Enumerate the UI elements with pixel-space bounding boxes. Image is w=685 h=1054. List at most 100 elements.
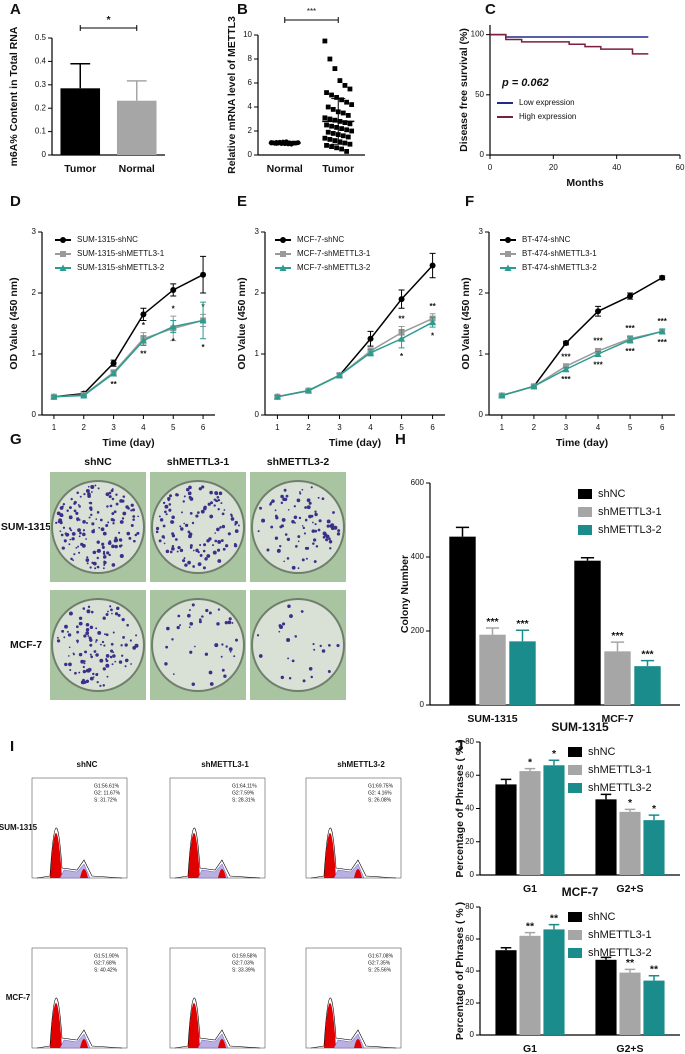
panel-label: G bbox=[10, 431, 22, 448]
y-tick-label: 0.5 bbox=[35, 33, 47, 42]
error-bar bbox=[524, 767, 536, 772]
marker bbox=[347, 141, 353, 147]
column-label: shNC bbox=[84, 456, 112, 468]
colony bbox=[313, 648, 316, 651]
x-tick-label: 2 bbox=[82, 423, 87, 432]
colony bbox=[105, 524, 109, 528]
colony bbox=[64, 662, 68, 667]
colony bbox=[200, 509, 205, 514]
colony bbox=[291, 659, 295, 663]
colony bbox=[100, 527, 105, 532]
series-line bbox=[53, 319, 204, 398]
significance: * bbox=[400, 352, 404, 361]
colony bbox=[60, 533, 64, 537]
marker bbox=[342, 83, 348, 88]
colony bbox=[176, 625, 180, 630]
legend-label: shMETTL3-2 bbox=[588, 947, 652, 959]
x-tick-label: 5 bbox=[399, 423, 404, 432]
x-tick-label: 5 bbox=[171, 423, 176, 432]
colony bbox=[71, 531, 76, 536]
colony bbox=[328, 540, 333, 544]
error-bar bbox=[580, 556, 595, 561]
legend-swatch bbox=[568, 747, 582, 757]
colony bbox=[103, 560, 106, 563]
y-tick-label: 3 bbox=[479, 227, 484, 236]
x-tick-label: 1 bbox=[52, 423, 57, 432]
error-bar bbox=[485, 627, 500, 635]
colony bbox=[61, 505, 64, 508]
colony bbox=[109, 605, 112, 608]
marker bbox=[280, 251, 286, 257]
colony bbox=[130, 509, 133, 512]
colony bbox=[206, 554, 211, 558]
colony bbox=[69, 668, 72, 671]
colony bbox=[102, 567, 105, 570]
colony bbox=[92, 561, 97, 566]
colony bbox=[96, 548, 101, 553]
colony bbox=[215, 492, 218, 496]
colony bbox=[181, 511, 183, 514]
hist-outline bbox=[36, 997, 123, 1049]
colony bbox=[187, 613, 191, 618]
colony bbox=[66, 630, 69, 633]
colony bbox=[256, 634, 260, 637]
series-line bbox=[277, 265, 434, 398]
colony bbox=[96, 681, 99, 684]
colony bbox=[89, 638, 93, 642]
y-tick-label: 0.1 bbox=[35, 127, 47, 136]
colony bbox=[326, 524, 330, 528]
colony bbox=[85, 627, 90, 632]
colony bbox=[217, 608, 221, 611]
colony bbox=[87, 492, 91, 496]
colony bbox=[118, 660, 123, 664]
colony bbox=[83, 660, 86, 663]
colony bbox=[289, 614, 293, 618]
colony bbox=[225, 645, 228, 648]
colony bbox=[221, 524, 226, 529]
y-tick-label: 20 bbox=[465, 998, 474, 1007]
colony bbox=[101, 640, 105, 644]
bar bbox=[116, 100, 157, 155]
colony bbox=[235, 638, 238, 642]
phase-stat: S: 31.72% bbox=[94, 797, 118, 803]
colony bbox=[83, 662, 86, 665]
marker bbox=[367, 335, 374, 342]
colony bbox=[70, 557, 73, 561]
g1-peak bbox=[50, 833, 62, 878]
marker bbox=[330, 131, 336, 136]
colony bbox=[122, 635, 125, 639]
panel-label: I bbox=[10, 738, 14, 755]
legend-swatch bbox=[568, 783, 582, 793]
colony bbox=[199, 553, 203, 557]
colony bbox=[298, 516, 302, 520]
x-tick-label: 2 bbox=[306, 423, 311, 432]
colony bbox=[209, 490, 213, 495]
colony bbox=[179, 624, 182, 627]
colony bbox=[314, 512, 318, 517]
y-tick-label: 0.4 bbox=[35, 57, 47, 66]
colony bbox=[314, 510, 317, 513]
legend-label: BT-474-shMETTL3-2 bbox=[522, 263, 597, 272]
series-line bbox=[501, 330, 663, 397]
colony bbox=[130, 663, 132, 665]
colony bbox=[76, 630, 80, 634]
colony bbox=[72, 653, 75, 656]
x-axis-label: Months bbox=[566, 177, 603, 189]
marker bbox=[334, 95, 339, 100]
marker bbox=[347, 86, 353, 92]
colony bbox=[84, 650, 88, 654]
colony bbox=[132, 515, 136, 518]
colony bbox=[183, 522, 186, 525]
colony bbox=[87, 485, 90, 488]
colony bbox=[312, 538, 317, 542]
colony bbox=[276, 548, 281, 553]
colony bbox=[72, 559, 75, 562]
series-line bbox=[53, 274, 204, 398]
colony bbox=[112, 522, 115, 525]
colony bbox=[219, 526, 222, 529]
g1-peak bbox=[188, 833, 200, 878]
colony bbox=[286, 537, 291, 542]
significance: * bbox=[142, 321, 146, 330]
panel-label: H bbox=[395, 431, 406, 448]
colony bbox=[258, 654, 263, 658]
